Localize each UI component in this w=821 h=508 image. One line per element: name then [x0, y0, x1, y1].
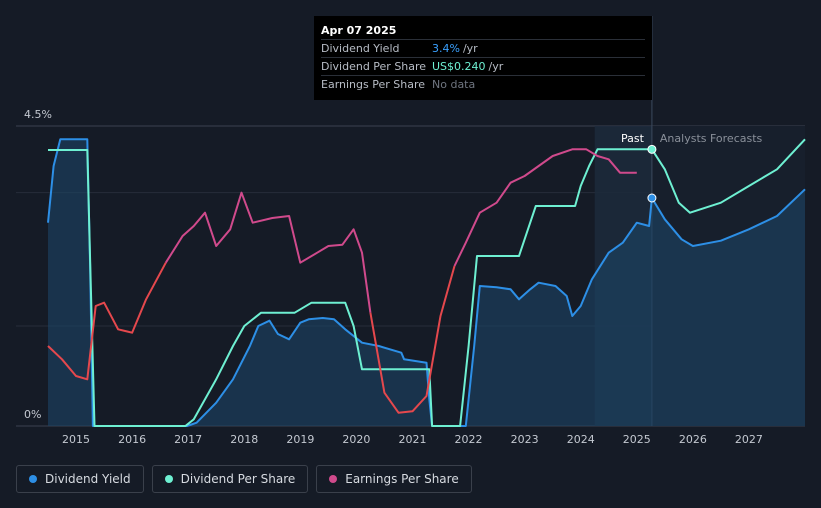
- tooltip-value: No data: [432, 78, 476, 91]
- x-tick-label: 2020: [342, 433, 370, 446]
- earnings-per-share-line: [47, 262, 167, 381]
- x-tick-label: 2019: [286, 433, 314, 446]
- dividend-yield-area: [48, 139, 805, 427]
- dividend-per-share-marker: [647, 144, 657, 154]
- legend-dot: [329, 475, 338, 483]
- legend-label: Dividend Yield: [45, 472, 131, 486]
- x-tick-label: 2015: [62, 433, 90, 446]
- x-tick-label: 2016: [118, 433, 146, 446]
- tooltip: Apr 07 2025 Dividend Yield 3.4% /yr Divi…: [314, 16, 652, 100]
- x-tick-label: 2024: [567, 433, 595, 446]
- earnings-per-share-line: [164, 191, 372, 313]
- x-tick-label: 2017: [174, 433, 202, 446]
- series-lines: [47, 138, 806, 427]
- axis-labels: 4.5% 0% Past Analysts Forecasts 2015 2016 2017…: [24, 108, 763, 446]
- tooltip-value: US$0.240: [432, 60, 486, 73]
- x-tick-label: 2018: [230, 433, 258, 446]
- x-tick-label: 2022: [455, 433, 483, 446]
- x-tick-label: 2025: [623, 433, 651, 446]
- dividend-yield-marker: [647, 193, 657, 203]
- earnings-per-share-line: [453, 148, 637, 267]
- legend-item-dividend-yield[interactable]: Dividend Yield: [16, 465, 144, 493]
- tooltip-row-dividend-yield: Dividend Yield 3.4% /yr: [321, 39, 645, 57]
- series-markers: [647, 144, 657, 203]
- legend-dot: [29, 475, 37, 483]
- x-tick-label: 2026: [679, 433, 707, 446]
- tooltip-label: Dividend Yield: [321, 42, 400, 55]
- tooltip-label: Dividend Per Share: [321, 60, 427, 73]
- x-tick-label: 2027: [735, 433, 763, 446]
- tooltip-date: Apr 07 2025: [321, 24, 397, 37]
- legend-label: Dividend Per Share: [180, 472, 296, 486]
- x-tick-label: 2023: [511, 433, 539, 446]
- series-areas: [48, 139, 805, 427]
- dividend-per-share-line: [48, 138, 806, 427]
- tooltip-unit: /yr: [462, 42, 478, 55]
- tooltip-row-dividend-per-share: Dividend Per Share US$0.240 /yr: [321, 57, 645, 75]
- legend-item-earnings-per-share[interactable]: Earnings Per Share: [316, 465, 472, 493]
- legend-label: Earnings Per Share: [345, 472, 459, 486]
- past-label: Past: [621, 132, 645, 145]
- tooltip-row-earnings-per-share: Earnings Per Share No data: [321, 75, 645, 93]
- tooltip-label: Earnings Per Share: [321, 78, 426, 91]
- x-tick-label: 2021: [398, 433, 426, 446]
- legend-dot: [164, 475, 173, 483]
- tooltip-value: 3.4%: [432, 42, 460, 55]
- y-axis-bottom-label: 0%: [24, 408, 41, 421]
- y-axis-top-label: 4.5%: [24, 108, 52, 121]
- earnings-per-share-line: [369, 265, 456, 414]
- tooltip-unit: /yr: [488, 60, 504, 73]
- legend-item-dividend-per-share[interactable]: Dividend Per Share: [151, 465, 309, 493]
- legend: Dividend Yield Dividend Per Share Earnin…: [16, 465, 472, 493]
- forecast-label: Analysts Forecasts: [660, 132, 763, 145]
